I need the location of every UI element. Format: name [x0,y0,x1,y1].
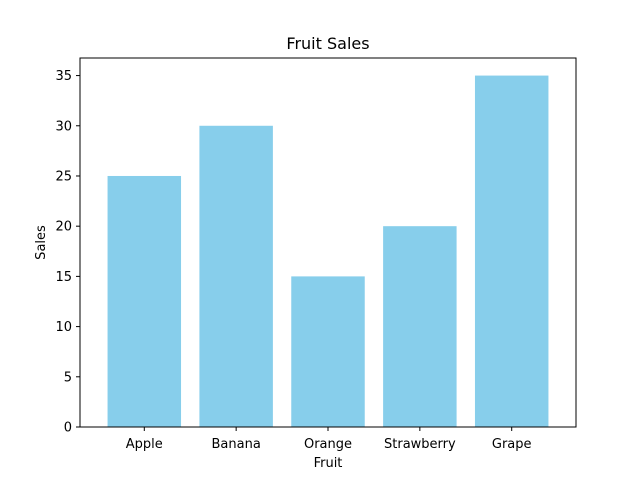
y-tick-label: 30 [55,119,72,134]
bar-orange [291,276,365,427]
y-tick-label: 25 [55,169,72,184]
x-tick-label: Grape [492,437,532,452]
x-axis-ticks: Apple Banana Orange Strawberry Grape [126,427,532,452]
y-axis-ticks: 0 5 10 15 20 25 30 35 [55,69,80,436]
y-tick-label: 35 [55,69,72,84]
bars-layer [107,75,549,428]
y-axis-label: Sales [34,225,49,260]
x-tick-label: Strawberry [384,437,456,452]
bar-strawberry [383,226,457,427]
y-tick-label: 0 [64,421,72,436]
y-tick-label: 5 [64,370,72,385]
y-tick-label: 15 [55,270,72,285]
bar-apple [107,175,182,427]
x-tick-label: Orange [304,437,352,452]
chart-title: Fruit Sales [286,34,369,53]
x-axis-label: Fruit [314,456,343,471]
x-tick-label: Apple [126,437,163,452]
y-tick-label: 20 [55,220,72,235]
x-tick-label: Banana [211,437,260,452]
bar-grape [474,75,549,428]
y-tick-label: 10 [55,320,72,335]
bar-banana [199,125,273,427]
